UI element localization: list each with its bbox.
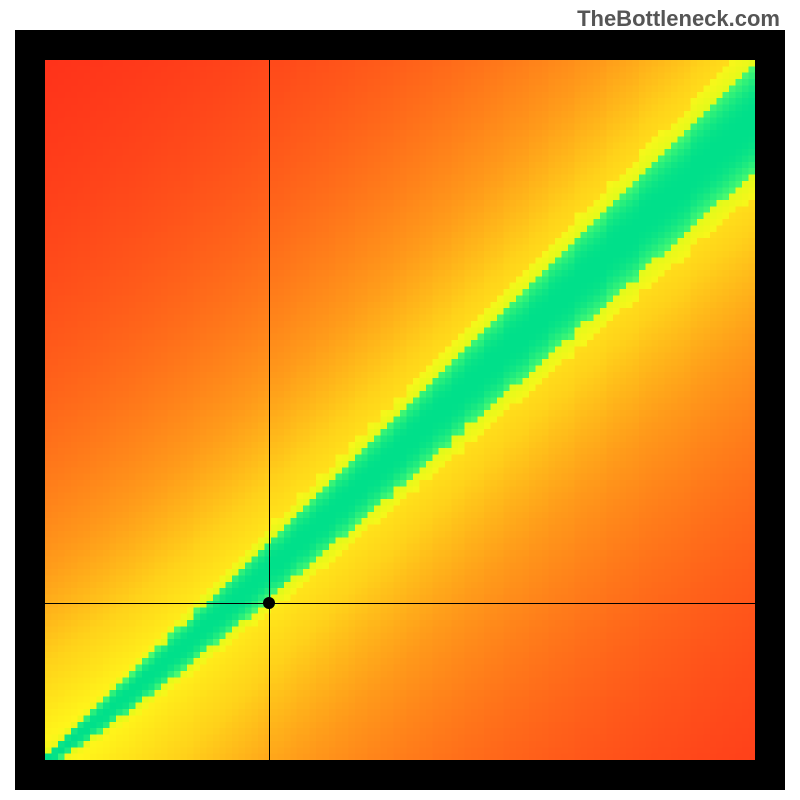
crosshair-vertical: [269, 60, 270, 760]
chart-frame: [15, 30, 785, 790]
watermark-text: TheBottleneck.com: [577, 6, 780, 32]
chart-container: TheBottleneck.com: [0, 0, 800, 800]
crosshair-horizontal: [45, 603, 755, 604]
heatmap-canvas: [45, 60, 755, 760]
marker-dot: [263, 597, 275, 609]
